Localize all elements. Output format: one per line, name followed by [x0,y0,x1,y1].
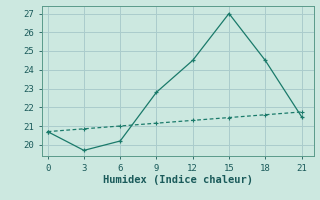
X-axis label: Humidex (Indice chaleur): Humidex (Indice chaleur) [103,175,252,185]
